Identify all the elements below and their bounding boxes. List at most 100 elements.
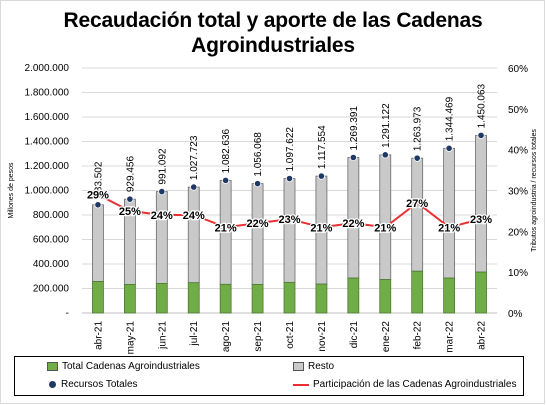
- bar-resto: [411, 157, 424, 272]
- participation-label: 22%: [247, 218, 269, 230]
- total-value-label: 1.263.973: [413, 106, 424, 151]
- total-marker: [317, 172, 326, 180]
- participation-label: 24%: [151, 210, 173, 222]
- total-value-label: 1.027.723: [189, 135, 200, 180]
- bar-resto: [443, 147, 456, 279]
- bar-agro: [315, 283, 328, 314]
- chart-title-line2: Agroindustriales: [191, 34, 355, 57]
- total-value-label: 991.092: [157, 148, 168, 185]
- y-tick-label: 1.400.000: [25, 137, 70, 148]
- y2-tick-label: 50%: [508, 105, 528, 116]
- x-tick-label: jun-21: [157, 321, 168, 350]
- y2-tick-label: 60%: [508, 64, 528, 75]
- bar-agro: [251, 284, 264, 314]
- y-tick-label: 200.000: [33, 284, 70, 295]
- total-marker: [190, 183, 198, 191]
- participation-label: 24%: [183, 210, 205, 222]
- bar-resto: [155, 191, 168, 284]
- legend-label-recursos: Recursos Totales: [61, 379, 138, 390]
- legend-item-participacion: Participación de las Cadenas Agroindustr…: [293, 379, 516, 390]
- total-marker: [381, 151, 389, 159]
- total-value-label: 1.082.636: [221, 128, 232, 173]
- total-value-label: 1.117.554: [317, 125, 328, 169]
- total-marker: [126, 195, 134, 203]
- legend-swatch-agro: [47, 362, 58, 371]
- bar-resto: [379, 154, 392, 280]
- participation-label: 21%: [310, 222, 332, 234]
- legend-label-resto: Resto: [308, 361, 335, 372]
- bar-resto: [475, 134, 487, 273]
- participation-line: [97, 193, 482, 229]
- total-value-label: 1.056.068: [253, 132, 264, 177]
- total-value-label: 1.269.391: [349, 106, 360, 151]
- x-tick-label: feb-22: [413, 321, 424, 350]
- y-tick-label: 800.000: [33, 210, 70, 221]
- x-tick-label: ago-21: [221, 321, 232, 353]
- x-tick-label: abr-21: [93, 321, 104, 350]
- legend-marker-recursos: [49, 381, 56, 388]
- bar-agro: [92, 281, 104, 314]
- y2-tick-label: 10%: [508, 268, 528, 279]
- x-tick-label: oct-21: [285, 321, 296, 349]
- total-value-label: 1.291.122: [381, 103, 392, 148]
- bar-agro: [475, 271, 487, 314]
- bar-resto: [283, 178, 296, 283]
- total-value-label: 883.502: [93, 161, 104, 198]
- y2-tick-label: 30%: [508, 187, 528, 198]
- y-tick-label: 600.000: [33, 235, 70, 246]
- y2-axis-title: Tributos agroindustria / recursos totale…: [531, 129, 538, 252]
- y2-tick-label: 20%: [508, 227, 528, 238]
- legend-label-participacion: Participación de las Cadenas Agroindustr…: [313, 379, 517, 390]
- total-value-label: 1.450.063: [477, 83, 488, 128]
- total-marker: [222, 176, 230, 184]
- legend-item-recursos: Recursos Totales: [49, 379, 138, 390]
- y-tick-label: 1.800.000: [25, 88, 70, 99]
- total-marker: [285, 174, 294, 183]
- bar-agro: [443, 277, 456, 314]
- bar-resto: [251, 183, 264, 285]
- bar-agro: [219, 283, 232, 314]
- participation-label: 23%: [278, 214, 300, 226]
- participation-label: 29%: [87, 190, 109, 202]
- participation-label: 21%: [215, 222, 237, 234]
- total-marker: [445, 144, 453, 152]
- participation-label: 27%: [406, 198, 428, 210]
- legend-item-resto: Resto: [293, 361, 334, 372]
- bar-resto: [187, 186, 200, 284]
- chart-title-line1: Recaudación total y aporte de las Cadena…: [63, 9, 483, 32]
- total-value-label: 1.097.622: [285, 127, 296, 172]
- bar-agro: [411, 270, 424, 314]
- total-marker: [477, 131, 485, 139]
- bar-agro: [283, 281, 296, 314]
- y-tick-label: -: [66, 308, 69, 319]
- legend-label-agro: Total Cadenas Agroindustriales: [62, 361, 200, 372]
- y-axis-title: Millones de pesos: [8, 162, 15, 219]
- y2-tick-label: 0%: [508, 309, 523, 320]
- total-marker: [158, 187, 166, 196]
- participation-label: 23%: [470, 214, 492, 226]
- chart-legend: Total Cadenas Agroindustriales Resto Rec…: [14, 356, 524, 396]
- total-marker: [413, 154, 421, 162]
- y-tick-label: 400.000: [33, 259, 70, 270]
- bar-agro: [187, 282, 200, 314]
- participation-label: 22%: [342, 218, 364, 230]
- participation-label: 25%: [119, 206, 141, 218]
- x-tick-label: abr-22: [477, 321, 488, 350]
- x-tick-label: nov-21: [317, 321, 328, 352]
- participation-label: 21%: [374, 222, 396, 234]
- bar-agro: [155, 283, 168, 314]
- legend-item-agro: Total Cadenas Agroindustriales: [47, 361, 200, 372]
- bar-agro: [123, 284, 136, 314]
- total-marker: [253, 180, 262, 188]
- x-tick-label: dic-21: [349, 321, 360, 349]
- y2-tick-label: 40%: [508, 146, 528, 157]
- x-tick-label: jul-21: [189, 321, 200, 347]
- legend-line-participacion: [293, 383, 309, 386]
- x-tick-label: mar-22: [445, 321, 456, 353]
- bar-resto: [92, 204, 104, 282]
- y-tick-label: 1.200.000: [25, 161, 70, 172]
- total-value-label: 1.344.469: [445, 96, 456, 141]
- y-tick-label: 1.600.000: [25, 112, 70, 123]
- bar-agro: [347, 277, 360, 314]
